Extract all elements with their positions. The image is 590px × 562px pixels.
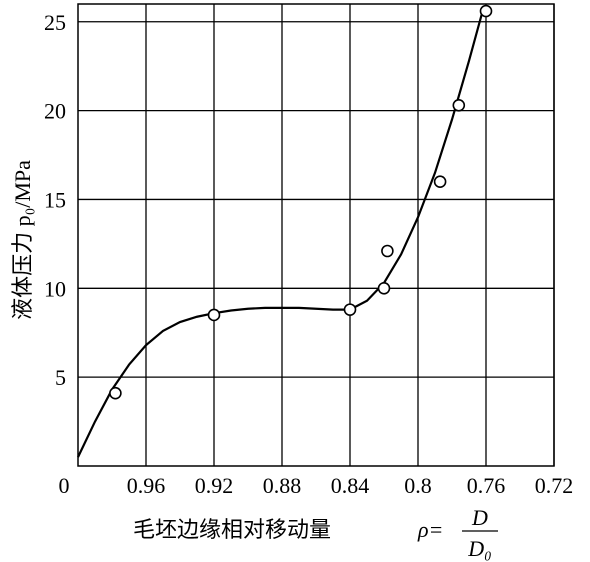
y-tick-label: 20 — [44, 99, 66, 124]
x-tick-label: 0.96 — [127, 473, 166, 498]
x-label-denominator: D₀ — [467, 536, 492, 561]
x-tick-label: 0 — [59, 473, 70, 498]
plot-frame — [77, 3, 555, 467]
x-tick-label: 0.8 — [404, 473, 432, 498]
x-tick-label: 0.72 — [535, 473, 574, 498]
x-tick-label: 0.88 — [263, 473, 302, 498]
data-point — [377, 282, 391, 295]
y-axis-label: 液体压力 p₀/MPa — [10, 160, 35, 320]
fit-curve — [77, 10, 484, 458]
x-label-lhs: ρ= — [417, 517, 443, 542]
data-point — [109, 386, 122, 400]
x-label-numerator: D — [471, 505, 488, 530]
data-point — [207, 308, 221, 322]
data-point — [479, 4, 493, 18]
x-axis-label: 毛坯边缘相对移动量 — [133, 517, 331, 542]
x-tick-label: 0.76 — [467, 473, 506, 498]
y-tick-label: 10 — [44, 276, 66, 301]
data-point — [433, 175, 447, 188]
y-tick-label: 5 — [55, 365, 66, 390]
data-point — [381, 244, 394, 258]
x-tick-label: 0.84 — [331, 473, 370, 498]
y-tick-label: 25 — [44, 10, 66, 35]
x-tick-label: 0.92 — [195, 473, 234, 498]
y-tick-label: 15 — [44, 187, 66, 212]
data-point — [343, 303, 357, 316]
data-point — [452, 98, 466, 112]
